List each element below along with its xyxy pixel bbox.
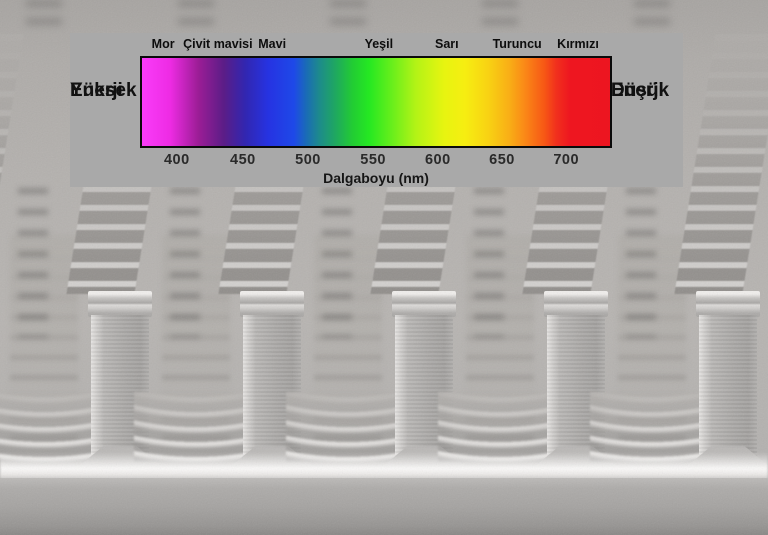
wavelength-axis-label: Dalgaboyu (nm) <box>323 170 429 186</box>
sem-mid-smudge <box>170 188 200 338</box>
color-label-turuncu: Turuncu <box>492 37 542 51</box>
wavelength-tick-550: 550 <box>360 152 387 168</box>
color-label-sarı: Sarı <box>434 37 459 51</box>
sem-mid-smudge <box>18 188 48 338</box>
ladder-fade <box>674 34 768 294</box>
energy-low-line2: Düşük <box>611 80 670 101</box>
wavelength-tick-700: 700 <box>553 152 580 168</box>
sem-mid-smudge <box>474 188 504 338</box>
sem-pillar-cap <box>696 291 760 317</box>
wavelength-tick-650: 650 <box>489 152 515 168</box>
wavelength-tick-labels: 400 450 500 550 600 650 700 <box>140 152 612 170</box>
sem-top-smudge <box>178 0 214 34</box>
wavelength-tick-500: 500 <box>295 152 321 168</box>
sem-top-smudge <box>26 0 62 34</box>
wavelength-tick-400: 400 <box>163 152 190 168</box>
color-label-mor: Mor <box>151 37 175 51</box>
spectrum-color-labels: Mor Çivit mavisi Mavi Yeşil Sarı Turuncu Kırmı… <box>140 37 612 55</box>
color-label-çivit-mavisi: Çivit mavisi <box>183 37 253 51</box>
visible-spectrum-bar <box>140 56 612 148</box>
wavelength-tick-600: 600 <box>424 152 451 168</box>
sem-top-smudge <box>634 0 670 34</box>
sem-mid-smudge <box>322 188 352 338</box>
color-label-yeşil: Yeşil <box>364 37 394 51</box>
sem-pillar-cap <box>392 291 456 317</box>
sem-mid-smudge <box>626 188 656 338</box>
spectrum-diagram-panel: Enerji Yüksek Mor Çivit mavisi Mavi Yeşil Sa… <box>70 33 683 187</box>
color-label-kırmızı: Kırmızı <box>557 37 599 51</box>
sem-pillar-cap <box>240 291 304 317</box>
sem-pillar-cap <box>544 291 608 317</box>
sem-pillar-cap <box>88 291 152 317</box>
sem-top-smudge <box>330 0 366 34</box>
energy-high-line2: Yüksek <box>70 80 137 101</box>
sem-floor <box>0 478 768 535</box>
sem-top-smudge <box>482 0 518 34</box>
sem-comb-ladder <box>674 34 768 294</box>
wavelength-tick-450: 450 <box>230 152 256 168</box>
sem-pillar <box>699 315 757 463</box>
color-label-mavi: Mavi <box>258 37 287 51</box>
